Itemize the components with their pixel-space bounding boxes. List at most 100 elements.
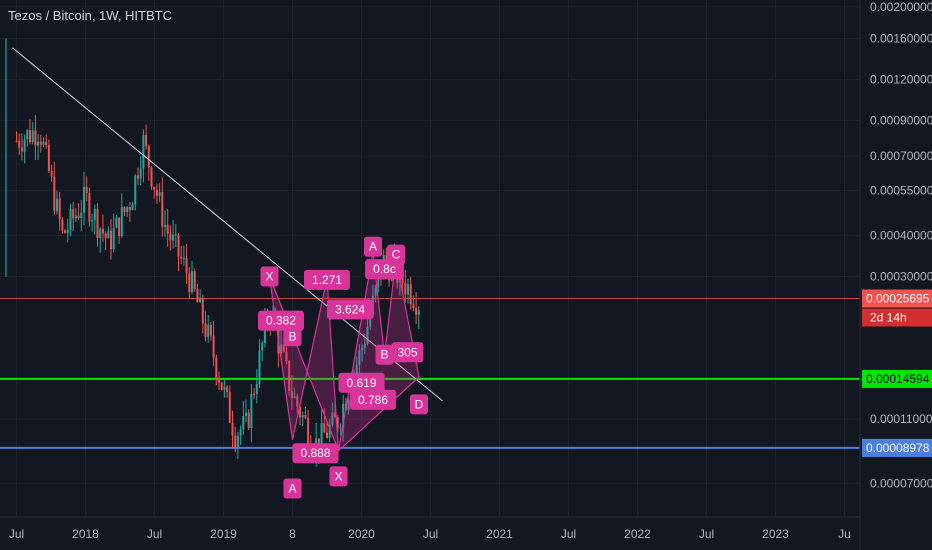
price-tick-label: 0.00200000 (870, 0, 932, 14)
blue-level-tag: 0.00008978 (862, 438, 932, 457)
candle-body (226, 386, 229, 392)
countdown-tag-box (862, 308, 932, 327)
candle-body (385, 254, 388, 262)
candle-body (326, 432, 328, 438)
price-axis[interactable]: 0.00200000 0.00160000 0.00120000 0.00090000… (859, 0, 932, 550)
candle-body (96, 209, 99, 238)
green-level-tag-text: 0.00014594 (866, 372, 930, 386)
pattern-label[interactable]: 3.624 (327, 299, 373, 320)
candle-body (336, 417, 339, 429)
candle-body (123, 207, 126, 213)
pattern-label-box (338, 372, 385, 393)
candle-body (301, 414, 304, 418)
candle-body (261, 342, 264, 351)
price-tick-label: 0.00011000 (870, 412, 932, 426)
trendline-line[interactable] (12, 47, 443, 402)
time-tick-label: 2018 (72, 527, 99, 541)
candle-body (50, 170, 53, 177)
candle-body (366, 326, 369, 344)
candle-body (245, 412, 247, 416)
candle-body (164, 224, 166, 227)
green-level-tag: 0.00014594 (862, 369, 932, 388)
candle-body (361, 347, 364, 351)
price-tick-label: 0.00055000 (870, 183, 932, 197)
time-tick-label: Jul (699, 527, 714, 541)
candle-body (112, 227, 115, 250)
pattern-label-text: 3.624 (335, 302, 365, 316)
candle-body (331, 412, 334, 425)
candle-body (169, 233, 172, 241)
candle-body (139, 168, 142, 179)
candle-body (131, 204, 134, 211)
candle-body (212, 335, 215, 358)
current-price-tag: 0.00025695 (862, 289, 932, 308)
candle-body (355, 364, 358, 375)
pattern-label[interactable]: 1.271 (304, 269, 350, 290)
trendline[interactable] (12, 47, 443, 402)
pattern-label[interactable]: A (283, 478, 302, 499)
candle-body (358, 350, 361, 365)
pattern-label[interactable]: D (410, 394, 428, 415)
candle-body (215, 357, 218, 379)
pattern-label[interactable]: X (260, 266, 279, 287)
pattern-label[interactable]: 0.382 (258, 310, 304, 331)
time-tick-label: 2021 (486, 527, 513, 541)
pattern-label[interactable]: 0.786 (350, 389, 396, 410)
candle-body (56, 198, 58, 212)
pattern-label-text: 1.271 (312, 273, 342, 287)
time-tick-label: Jul (561, 527, 576, 541)
current-price-tag-text: 0.00025695 (866, 292, 930, 306)
candle-body (290, 391, 293, 398)
pattern-label-box (283, 478, 302, 499)
pattern-label[interactable]: A (364, 236, 382, 257)
candle-body (282, 344, 285, 352)
pattern-label[interactable]: B (375, 344, 394, 365)
price-tick-label: 0.00160000 (870, 32, 932, 46)
time-axis[interactable]: Jul 2018 Jul 2019 8 2020 Jul 2021 Jul 2022 Jul 2023… (0, 516, 860, 541)
chart-title: Tezos / Bitcoin, 1W, HITBTC (8, 8, 172, 23)
candle-body (61, 219, 64, 231)
blue-level-tag-text: 0.00008978 (866, 441, 930, 455)
pattern-label-text: B (288, 329, 296, 343)
time-tick-label: 8 (289, 527, 296, 541)
pattern-label-box (387, 244, 405, 265)
candle-body (201, 297, 204, 324)
candle-body (45, 141, 48, 146)
candle-body (26, 130, 29, 140)
pattern-label-box (410, 394, 428, 415)
candle-body (188, 273, 191, 293)
candle-body (39, 141, 42, 145)
candle-body (377, 275, 380, 287)
candle-body (158, 192, 161, 196)
candle-body (31, 130, 34, 143)
pattern-label[interactable]: 0.888 (292, 443, 339, 464)
candle-body (174, 234, 177, 236)
candle-body (207, 324, 210, 338)
candle-body (69, 209, 72, 230)
pattern-label[interactable]: 0.619 (338, 372, 385, 393)
current-price-tag-box (862, 289, 932, 308)
candle-body (296, 396, 299, 407)
pattern-label[interactable]: B (283, 326, 302, 347)
candle-body (374, 286, 377, 296)
candle-body (142, 134, 145, 169)
candles (5, 38, 420, 467)
grid (0, 0, 860, 517)
pattern-label[interactable]: 305 (391, 342, 424, 363)
candle-body (18, 141, 21, 148)
candle-body (407, 284, 409, 295)
candle-body (415, 307, 418, 315)
candle-body (23, 139, 26, 152)
candle-body (120, 207, 123, 237)
candle-body (299, 406, 301, 418)
pattern-label-box (304, 269, 350, 290)
candle-body (115, 217, 118, 228)
pattern-label[interactable]: X (329, 466, 348, 487)
candle-body (339, 427, 342, 429)
candle-body (404, 283, 407, 295)
pattern-label[interactable]: C (387, 244, 405, 265)
candle-body (323, 423, 326, 433)
green-level-tag-box (862, 369, 932, 388)
